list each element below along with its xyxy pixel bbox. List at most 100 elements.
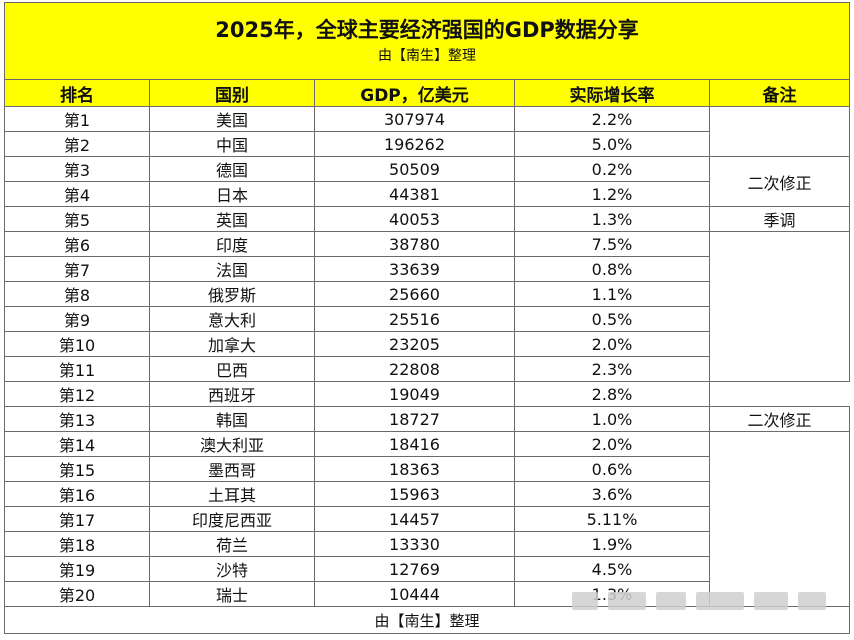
country-cell: 巴西 bbox=[149, 356, 315, 382]
gdp-cell: 38780 bbox=[314, 231, 515, 257]
gdp-cell: 12769 bbox=[314, 556, 515, 582]
note-cell-empty bbox=[708, 106, 851, 157]
country-cell: 英国 bbox=[149, 206, 315, 232]
table-row: 第8 俄罗斯 25660 1.1% bbox=[4, 281, 850, 307]
country-cell: 日本 bbox=[149, 181, 315, 207]
gdp-cell: 25660 bbox=[314, 281, 515, 307]
note-cell: 二次修正 bbox=[708, 156, 851, 207]
table-row: 第2 中国 196262 5.0% bbox=[4, 131, 850, 157]
country-cell: 印度尼西亚 bbox=[149, 506, 315, 532]
rank-cell: 第14 bbox=[4, 431, 150, 457]
growth-cell: 5.11% bbox=[514, 506, 710, 532]
country-cell: 瑞士 bbox=[149, 581, 315, 607]
table-row: 第18 荷兰 13330 1.9% bbox=[4, 531, 850, 557]
rank-cell: 第11 bbox=[4, 356, 150, 382]
footer-credit: 由【南生】整理 bbox=[3, 606, 851, 634]
country-cell: 德国 bbox=[149, 156, 315, 182]
table-row: 第5 英国 40053 1.3% 季调 bbox=[4, 206, 851, 232]
gdp-cell: 33639 bbox=[314, 256, 515, 282]
growth-cell: 1.9% bbox=[514, 531, 710, 557]
note-cell-empty bbox=[708, 231, 851, 382]
growth-cell: 7.5% bbox=[514, 231, 710, 257]
growth-cell: 1.3% bbox=[514, 206, 710, 232]
rank-cell: 第4 bbox=[4, 181, 150, 207]
title-cell: 2025年，全球主要经济强国的GDP数据分享 由【南生】整理 bbox=[3, 2, 851, 80]
country-cell: 中国 bbox=[149, 131, 315, 157]
header-rank: 排名 bbox=[4, 79, 150, 107]
gdp-cell: 13330 bbox=[314, 531, 515, 557]
country-cell: 意大利 bbox=[149, 306, 315, 332]
growth-cell: 1.2% bbox=[514, 181, 710, 207]
table-row: 第11 巴西 22808 2.3% bbox=[4, 356, 850, 382]
rank-cell: 第20 bbox=[4, 581, 150, 607]
growth-cell: 2.2% bbox=[514, 106, 710, 132]
rank-cell: 第16 bbox=[4, 481, 150, 507]
rank-cell: 第2 bbox=[4, 131, 150, 157]
country-cell: 土耳其 bbox=[149, 481, 315, 507]
growth-cell: 0.8% bbox=[514, 256, 710, 282]
gdp-cell: 44381 bbox=[314, 181, 515, 207]
gdp-cell: 10444 bbox=[314, 581, 515, 607]
rank-cell: 第19 bbox=[4, 556, 150, 582]
gdp-table: 2025年，全球主要经济强国的GDP数据分享 由【南生】整理 排名 国别 GDP… bbox=[3, 2, 851, 634]
growth-cell: 3.6% bbox=[514, 481, 710, 507]
rank-cell: 第17 bbox=[4, 506, 150, 532]
rank-cell: 第9 bbox=[4, 306, 150, 332]
country-cell: 西班牙 bbox=[149, 381, 315, 407]
blurred-watermark bbox=[572, 592, 834, 614]
table-row: 第13 韩国 18727 1.0% 二次修正 bbox=[4, 406, 851, 432]
note-cell: 季调 bbox=[708, 206, 851, 232]
table-row: 第10 加拿大 23205 2.0% bbox=[4, 331, 850, 357]
gdp-cell: 18363 bbox=[314, 456, 515, 482]
table-subtitle: 由【南生】整理 bbox=[378, 48, 477, 64]
gdp-cell: 18416 bbox=[314, 431, 515, 457]
gdp-cell: 15963 bbox=[314, 481, 515, 507]
table-row: 第12 西班牙 19049 2.8% bbox=[4, 381, 850, 407]
table-row: 第19 沙特 12769 4.5% bbox=[4, 556, 850, 582]
gdp-cell: 23205 bbox=[314, 331, 515, 357]
gdp-cell: 25516 bbox=[314, 306, 515, 332]
rank-cell: 第15 bbox=[4, 456, 150, 482]
growth-cell: 2.3% bbox=[514, 356, 710, 382]
country-cell: 荷兰 bbox=[149, 531, 315, 557]
gdp-cell: 14457 bbox=[314, 506, 515, 532]
note-cell-empty bbox=[708, 431, 851, 607]
rank-cell: 第18 bbox=[4, 531, 150, 557]
gdp-cell: 196262 bbox=[314, 131, 515, 157]
rank-cell: 第3 bbox=[4, 156, 150, 182]
growth-cell: 0.5% bbox=[514, 306, 710, 332]
rank-cell: 第1 bbox=[4, 106, 150, 132]
table-row: 第9 意大利 25516 0.5% bbox=[4, 306, 850, 332]
footer-row: 由【南生】整理 bbox=[3, 606, 851, 634]
rank-cell: 第8 bbox=[4, 281, 150, 307]
rank-cell: 第12 bbox=[4, 381, 150, 407]
country-cell: 加拿大 bbox=[149, 331, 315, 357]
table-row: 第6 印度 38780 7.5% bbox=[4, 231, 851, 382]
gdp-cell: 18727 bbox=[314, 406, 515, 432]
growth-cell: 2.0% bbox=[514, 331, 710, 357]
country-cell: 美国 bbox=[149, 106, 315, 132]
gdp-cell: 307974 bbox=[314, 106, 515, 132]
table-row: 第15 墨西哥 18363 0.6% bbox=[4, 456, 850, 482]
rank-cell: 第5 bbox=[4, 206, 150, 232]
header-growth: 实际增长率 bbox=[514, 79, 710, 107]
country-cell: 俄罗斯 bbox=[149, 281, 315, 307]
gdp-cell: 19049 bbox=[314, 381, 515, 407]
country-cell: 沙特 bbox=[149, 556, 315, 582]
country-cell: 墨西哥 bbox=[149, 456, 315, 482]
growth-cell: 0.2% bbox=[514, 156, 710, 182]
growth-cell: 1.0% bbox=[514, 406, 710, 432]
rank-cell: 第13 bbox=[4, 406, 150, 432]
header-row: 排名 国别 GDP，亿美元 实际增长率 备注 bbox=[4, 79, 851, 107]
growth-cell: 2.0% bbox=[514, 431, 710, 457]
table-row: 第7 法国 33639 0.8% bbox=[4, 256, 850, 282]
growth-cell: 4.5% bbox=[514, 556, 710, 582]
table-row: 第14 澳大利亚 18416 2.0% bbox=[4, 431, 851, 607]
table-row: 第3 德国 50509 0.2% 二次修正 bbox=[4, 156, 851, 207]
table-row: 第4 日本 44381 1.2% bbox=[4, 181, 850, 207]
country-cell: 韩国 bbox=[149, 406, 315, 432]
growth-cell: 2.8% bbox=[514, 381, 710, 407]
header-gdp: GDP，亿美元 bbox=[314, 79, 515, 107]
rank-cell: 第7 bbox=[4, 256, 150, 282]
growth-cell: 0.6% bbox=[514, 456, 710, 482]
